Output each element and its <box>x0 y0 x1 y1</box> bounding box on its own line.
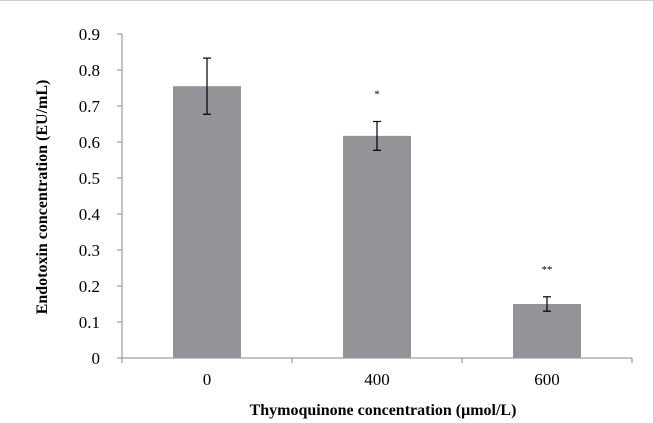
y-tick-label: 0.3 <box>79 241 100 260</box>
significance-marks: *** <box>374 88 552 275</box>
y-tick-label: 0.7 <box>79 97 101 116</box>
bars <box>173 86 581 358</box>
bar <box>343 135 411 358</box>
y-tick-label: 0.9 <box>79 25 100 44</box>
x-tick-label: 0 <box>203 370 212 389</box>
bar <box>513 304 581 358</box>
y-tick-label: 0 <box>92 349 101 368</box>
y-tick-label: 0.6 <box>79 133 100 152</box>
y-axis: 0 0.1 0.2 0.3 0.4 0.5 0.6 0.7 0.8 0.9 <box>79 25 123 368</box>
y-tick-label: 0.2 <box>79 277 100 296</box>
error-bars <box>203 57 551 312</box>
x-tick-label: 400 <box>364 370 390 389</box>
x-axis-title: Thymoquinone concentration (μmol/L) <box>250 402 517 419</box>
x-tick-label: 600 <box>534 370 560 389</box>
y-axis-title: Endotoxin concentration (EU/mL) <box>34 80 51 315</box>
x-axis: 0 400 600 <box>121 357 633 389</box>
y-tick-label: 0.5 <box>79 169 100 188</box>
error-bar <box>543 296 551 312</box>
error-bar <box>203 57 211 115</box>
y-tick-label: 0.4 <box>79 205 101 224</box>
significance-label: * <box>374 88 380 100</box>
y-tick-label: 0.1 <box>79 313 100 332</box>
bar <box>173 86 241 358</box>
error-bar <box>373 120 381 151</box>
y-tick-label: 0.8 <box>79 61 100 80</box>
significance-label: ** <box>542 264 553 276</box>
